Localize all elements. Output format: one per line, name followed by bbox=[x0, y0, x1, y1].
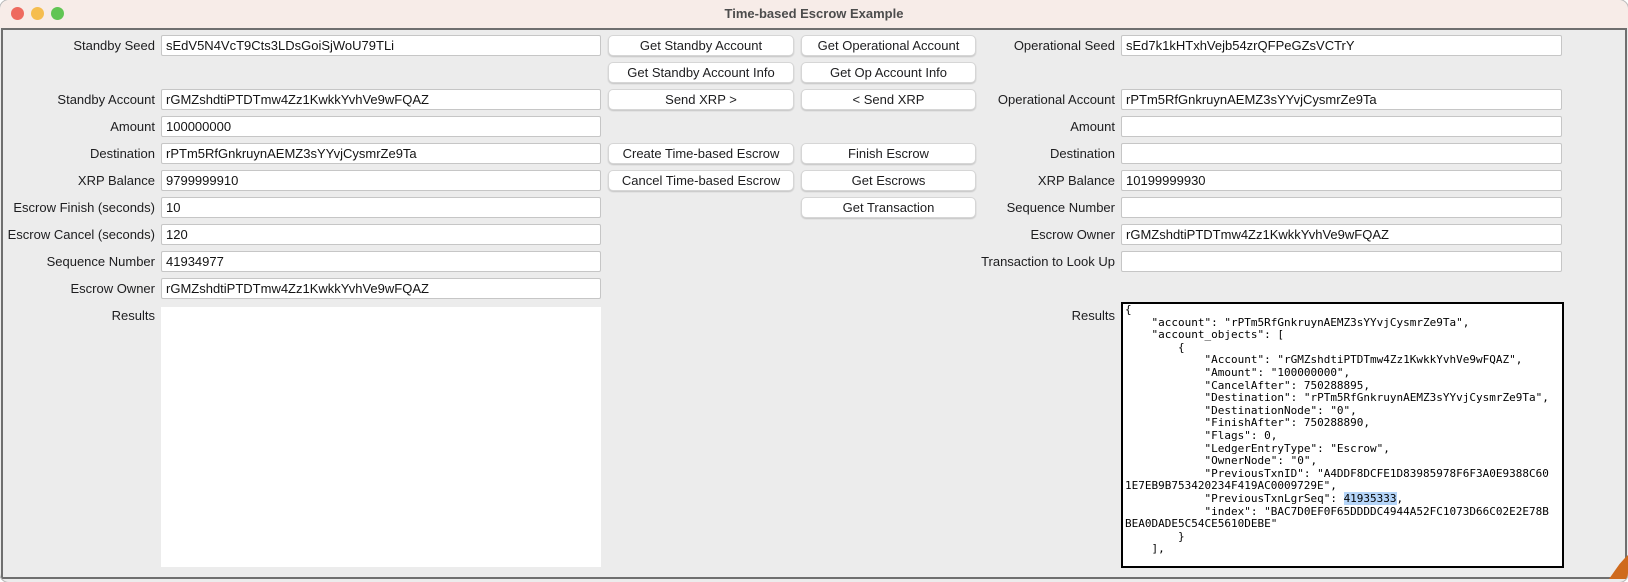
standby-account-input[interactable] bbox=[161, 89, 601, 110]
operational-sequence-number-input[interactable] bbox=[1121, 197, 1562, 218]
get-operational-account-button[interactable]: Get Operational Account bbox=[801, 35, 976, 56]
get-standby-account-button[interactable]: Get Standby Account bbox=[608, 35, 794, 56]
get-escrows-button[interactable]: Get Escrows bbox=[801, 170, 976, 191]
send-xrp-left-button[interactable]: < Send XRP bbox=[801, 89, 976, 110]
standby-seed-input[interactable] bbox=[161, 35, 601, 56]
standby-escrow-owner-input[interactable] bbox=[161, 278, 601, 299]
minimize-button[interactable] bbox=[31, 7, 44, 20]
create-time-based-escrow-button[interactable]: Create Time-based Escrow bbox=[608, 143, 794, 164]
close-button[interactable] bbox=[11, 7, 24, 20]
standby-account-label: Standby Account bbox=[57, 92, 155, 107]
standby-sequence-number-label: Sequence Number bbox=[46, 254, 155, 269]
operational-escrow-owner-label: Escrow Owner bbox=[1030, 227, 1115, 242]
json-selected-text: 41935333 bbox=[1343, 491, 1397, 505]
operational-sequence-number-label: Sequence Number bbox=[1006, 200, 1115, 215]
standby-results-area[interactable] bbox=[161, 307, 601, 567]
escrow-cancel-seconds-label: Escrow Cancel (seconds) bbox=[7, 227, 155, 242]
standby-xrp-balance-label: XRP Balance bbox=[77, 173, 155, 188]
operational-destination-label: Destination bbox=[1049, 146, 1115, 161]
standby-sequence-number-input[interactable] bbox=[161, 251, 601, 272]
main-content: Standby Seed Standby Account Amount Dest… bbox=[1, 28, 1627, 579]
json-before-selection: { "account": "rPTm5RfGnkruynAEMZ3sYYvjCy… bbox=[1125, 303, 1549, 505]
escrow-cancel-seconds-input[interactable] bbox=[161, 224, 601, 245]
standby-escrow-owner-label: Escrow Owner bbox=[70, 281, 155, 296]
standby-destination-label: Destination bbox=[89, 146, 155, 161]
get-transaction-button[interactable]: Get Transaction bbox=[801, 197, 976, 218]
operational-results-area[interactable]: { "account": "rPTm5RfGnkruynAEMZ3sYYvjCy… bbox=[1121, 302, 1564, 568]
json-after-selection: , "index": "BAC7D0EF0F65DDDDC4944A52FC10… bbox=[1125, 491, 1549, 556]
operational-destination-input[interactable] bbox=[1121, 143, 1562, 164]
transaction-to-look-up-label: Transaction to Look Up bbox=[981, 254, 1115, 269]
standby-xrp-balance-input[interactable] bbox=[161, 170, 601, 191]
cancel-time-based-escrow-button[interactable]: Cancel Time-based Escrow bbox=[608, 170, 794, 191]
standby-destination-input[interactable] bbox=[161, 143, 601, 164]
escrow-finish-seconds-input[interactable] bbox=[161, 197, 601, 218]
get-standby-account-info-button[interactable]: Get Standby Account Info bbox=[608, 62, 794, 83]
zoom-button[interactable] bbox=[51, 7, 64, 20]
operational-account-input[interactable] bbox=[1121, 89, 1562, 110]
operational-results-label: Results bbox=[1071, 308, 1115, 323]
operational-amount-input[interactable] bbox=[1121, 116, 1562, 137]
standby-amount-input[interactable] bbox=[161, 116, 601, 137]
standby-results-label: Results bbox=[111, 308, 155, 323]
operational-amount-label: Amount bbox=[1070, 119, 1115, 134]
operational-seed-input[interactable] bbox=[1121, 35, 1562, 56]
operational-xrp-balance-label: XRP Balance bbox=[1037, 173, 1115, 188]
titlebar[interactable]: Time-based Escrow Example bbox=[0, 0, 1628, 28]
standby-amount-label: Amount bbox=[110, 119, 155, 134]
standby-seed-label: Standby Seed bbox=[73, 38, 155, 53]
transaction-to-look-up-input[interactable] bbox=[1121, 251, 1562, 272]
get-op-account-info-button[interactable]: Get Op Account Info bbox=[801, 62, 976, 83]
send-xrp-right-button[interactable]: Send XRP > bbox=[608, 89, 794, 110]
escrow-finish-seconds-label: Escrow Finish (seconds) bbox=[13, 200, 155, 215]
window-title: Time-based Escrow Example bbox=[724, 6, 904, 21]
results-json-text: { "account": "rPTm5RfGnkruynAEMZ3sYYvjCy… bbox=[1123, 304, 1553, 556]
operational-escrow-owner-input[interactable] bbox=[1121, 224, 1562, 245]
operational-seed-label: Operational Seed bbox=[1013, 38, 1115, 53]
operational-account-label: Operational Account bbox=[997, 92, 1115, 107]
finish-escrow-button[interactable]: Finish Escrow bbox=[801, 143, 976, 164]
operational-xrp-balance-input[interactable] bbox=[1121, 170, 1562, 191]
